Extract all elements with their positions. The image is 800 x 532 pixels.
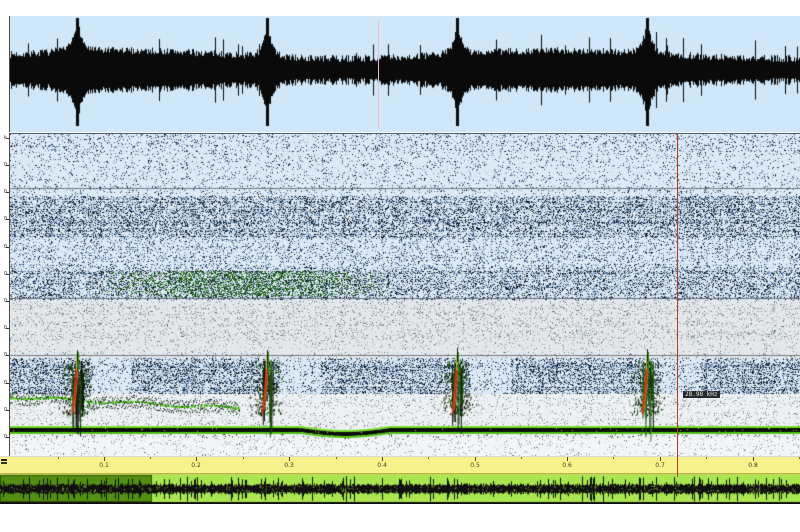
time-major-tick xyxy=(475,457,476,461)
axis-corner-mark xyxy=(1,459,7,466)
freq-tick-label: 0 xyxy=(4,408,7,413)
freq-tick-label: 0 xyxy=(4,245,7,250)
time-major-tick xyxy=(567,457,568,461)
time-tick-label: 0.5 xyxy=(470,462,480,469)
freq-tick-label: 0 xyxy=(4,217,7,222)
bottom-margin xyxy=(0,504,800,532)
freq-tick-label: 0 xyxy=(4,326,7,331)
freq-tick-mark xyxy=(6,274,9,275)
freq-tick-mark xyxy=(6,301,9,302)
time-major-tick xyxy=(382,457,383,461)
freq-tick-label: 0 xyxy=(4,163,7,168)
frequency-axis: k 0 0 0 0 0 0 0 0 0 0 0 xyxy=(0,133,10,456)
freq-tick-label: k xyxy=(4,136,7,141)
freq-tick-mark xyxy=(6,437,9,438)
time-major-tick xyxy=(196,457,197,461)
time-major-tick xyxy=(289,457,290,461)
top-margin xyxy=(0,0,800,16)
time-major-tick xyxy=(104,457,105,461)
freq-tick-label: 0 xyxy=(4,381,7,386)
spectrogram-canvas[interactable] xyxy=(10,134,800,456)
waveform-left-rail xyxy=(0,16,10,132)
freq-tick-mark xyxy=(6,165,9,166)
freq-tick-label: 0 xyxy=(4,190,7,195)
time-minor-tick xyxy=(58,457,59,459)
waveform-canvas[interactable] xyxy=(10,16,800,132)
freq-tick-mark xyxy=(6,410,9,411)
time-minor-tick xyxy=(428,457,429,459)
freq-tick-mark xyxy=(6,192,9,193)
freq-tick-mark xyxy=(6,247,9,248)
time-tick-label: 0.7 xyxy=(655,462,665,469)
freq-tick-mark xyxy=(6,355,9,356)
overview-canvas[interactable] xyxy=(0,474,800,504)
time-minor-tick xyxy=(521,457,522,459)
freq-tick-mark xyxy=(6,219,9,220)
time-minor-tick xyxy=(706,457,707,459)
waveform-panel[interactable] xyxy=(10,16,800,132)
time-tick-label: 0.2 xyxy=(191,462,201,469)
freq-tick-label: 0 xyxy=(4,353,7,358)
overview-scrollbar[interactable] xyxy=(0,474,800,504)
playhead-cursor[interactable] xyxy=(677,133,678,477)
freq-tick-mark xyxy=(6,383,9,384)
cursor-frequency-readout: 28.98 kHz xyxy=(683,391,720,398)
time-tick-label: 0.1 xyxy=(99,462,109,469)
time-minor-tick xyxy=(150,457,151,459)
freq-tick-mark xyxy=(6,138,9,139)
time-axis[interactable]: 0.1 0.2 0.3 0.4 0.5 0.6 0.7 0.8 xyxy=(0,456,800,474)
time-minor-tick xyxy=(613,457,614,459)
time-tick-label: 0.8 xyxy=(748,462,758,469)
time-major-tick xyxy=(753,457,754,461)
spectrogram-panel[interactable] xyxy=(10,133,800,456)
secondary-cursor-line xyxy=(378,20,379,128)
time-tick-label: 0.6 xyxy=(562,462,572,469)
freq-tick-mark xyxy=(6,328,9,329)
freq-tick-label: 0 xyxy=(4,272,7,277)
freq-tick-label: 0 xyxy=(4,299,7,304)
time-minor-tick xyxy=(243,457,244,459)
time-minor-tick xyxy=(336,457,337,459)
freq-tick-label: 0 xyxy=(4,435,7,440)
time-tick-label: 0.3 xyxy=(284,462,294,469)
time-tick-label: 0.4 xyxy=(377,462,387,469)
time-major-tick xyxy=(660,457,661,461)
panel-divider xyxy=(10,132,800,133)
